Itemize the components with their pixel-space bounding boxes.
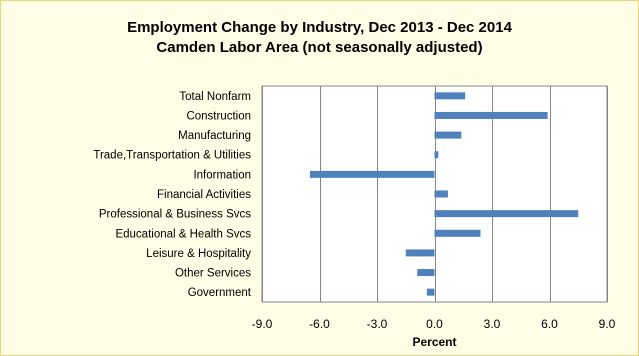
bar xyxy=(426,288,435,296)
category-label: Leisure & Hospitality xyxy=(146,248,251,260)
x-tick-label: 9.0 xyxy=(599,317,616,331)
bar xyxy=(434,229,481,237)
x-axis-title: Percent xyxy=(412,335,456,349)
category-label: Government xyxy=(188,287,252,299)
bar xyxy=(434,151,439,159)
x-tick-label: 6.0 xyxy=(541,317,558,331)
chart-subtitle: Camden Labor Area (not seasonally adjust… xyxy=(156,39,483,56)
category-label: Trade,Transportation & Utilities xyxy=(93,150,251,162)
bar xyxy=(434,210,579,218)
chart-title: Employment Change by Industry, Dec 2013 … xyxy=(127,19,512,36)
bar xyxy=(434,131,462,139)
bar xyxy=(434,111,548,119)
bar xyxy=(434,92,466,100)
bar xyxy=(434,190,448,198)
chart-title-block: Employment Change by Industry, Dec 2013 … xyxy=(0,18,639,58)
x-tick-label: 0.0 xyxy=(426,317,443,331)
category-label: Professional & Business Svcs xyxy=(99,209,251,221)
tick-labels: -9.0 -6.0 -3.0 0.0 3.0 6.0 9.0 xyxy=(252,317,616,331)
category-label: Information xyxy=(193,169,251,181)
x-tick-label: -6.0 xyxy=(309,317,330,331)
category-labels: Total Nonfarm Construction Manufacturing Tr… xyxy=(93,91,251,299)
bar xyxy=(405,249,435,257)
category-label: Total Nonfarm xyxy=(179,91,251,103)
category-label: Manufacturing xyxy=(178,130,251,142)
x-tick-label: 3.0 xyxy=(484,317,501,331)
gridlines xyxy=(262,86,608,302)
category-label: Construction xyxy=(186,110,251,122)
bar xyxy=(309,170,435,178)
bar xyxy=(417,269,435,277)
x-tick-label: -3.0 xyxy=(367,317,388,331)
category-label: Financial Activities xyxy=(157,189,251,201)
category-label: Educational & Health Svcs xyxy=(115,228,251,240)
x-tick-label: -9.0 xyxy=(252,317,273,331)
category-label: Other Services xyxy=(175,268,251,280)
bars xyxy=(309,92,579,296)
